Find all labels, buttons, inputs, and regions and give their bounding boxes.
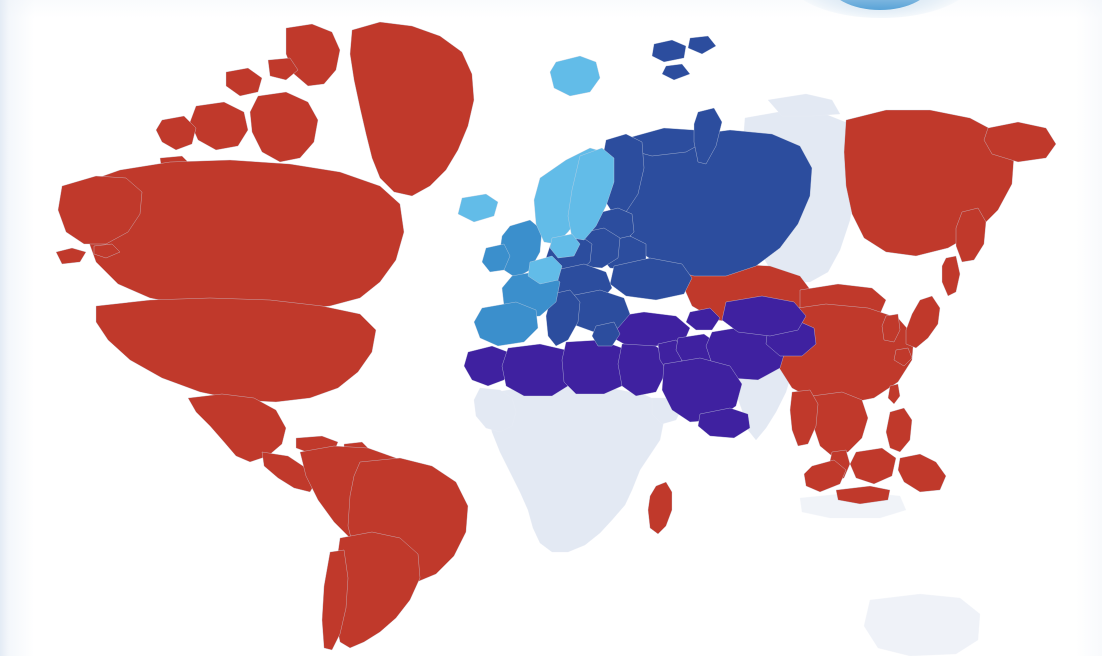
region-myanmar — [789, 389, 819, 447]
region-ellesmere-island — [285, 23, 341, 87]
region-victoria-island — [189, 101, 249, 151]
region-egypt — [617, 341, 665, 397]
region-sulawesi-papua — [897, 453, 947, 493]
region-sumatra — [803, 459, 847, 493]
region-svalbard — [549, 55, 601, 97]
region-franz-josef-land — [651, 35, 717, 81]
region-spain-portugal — [473, 301, 539, 347]
region-mexico — [187, 393, 287, 463]
region-kamchatka — [955, 207, 987, 263]
region-sakhalin — [941, 255, 961, 297]
region-tunisia-libya — [561, 339, 629, 395]
region-banks-island — [155, 115, 197, 151]
region-borneo — [849, 447, 897, 485]
region-philippines — [885, 407, 913, 453]
region-taiwan — [887, 383, 901, 405]
region-baffin-island — [249, 91, 319, 163]
region-japan — [905, 295, 941, 349]
region-south-america-south — [335, 531, 421, 649]
region-madagascar — [647, 481, 673, 535]
region-iceland — [457, 193, 499, 223]
region-indochina — [809, 391, 869, 457]
region-greenland — [349, 21, 475, 197]
region-united-states — [95, 297, 377, 403]
region-algeria — [501, 343, 573, 397]
region-australia — [863, 593, 981, 656]
region-ukraine — [609, 257, 693, 301]
